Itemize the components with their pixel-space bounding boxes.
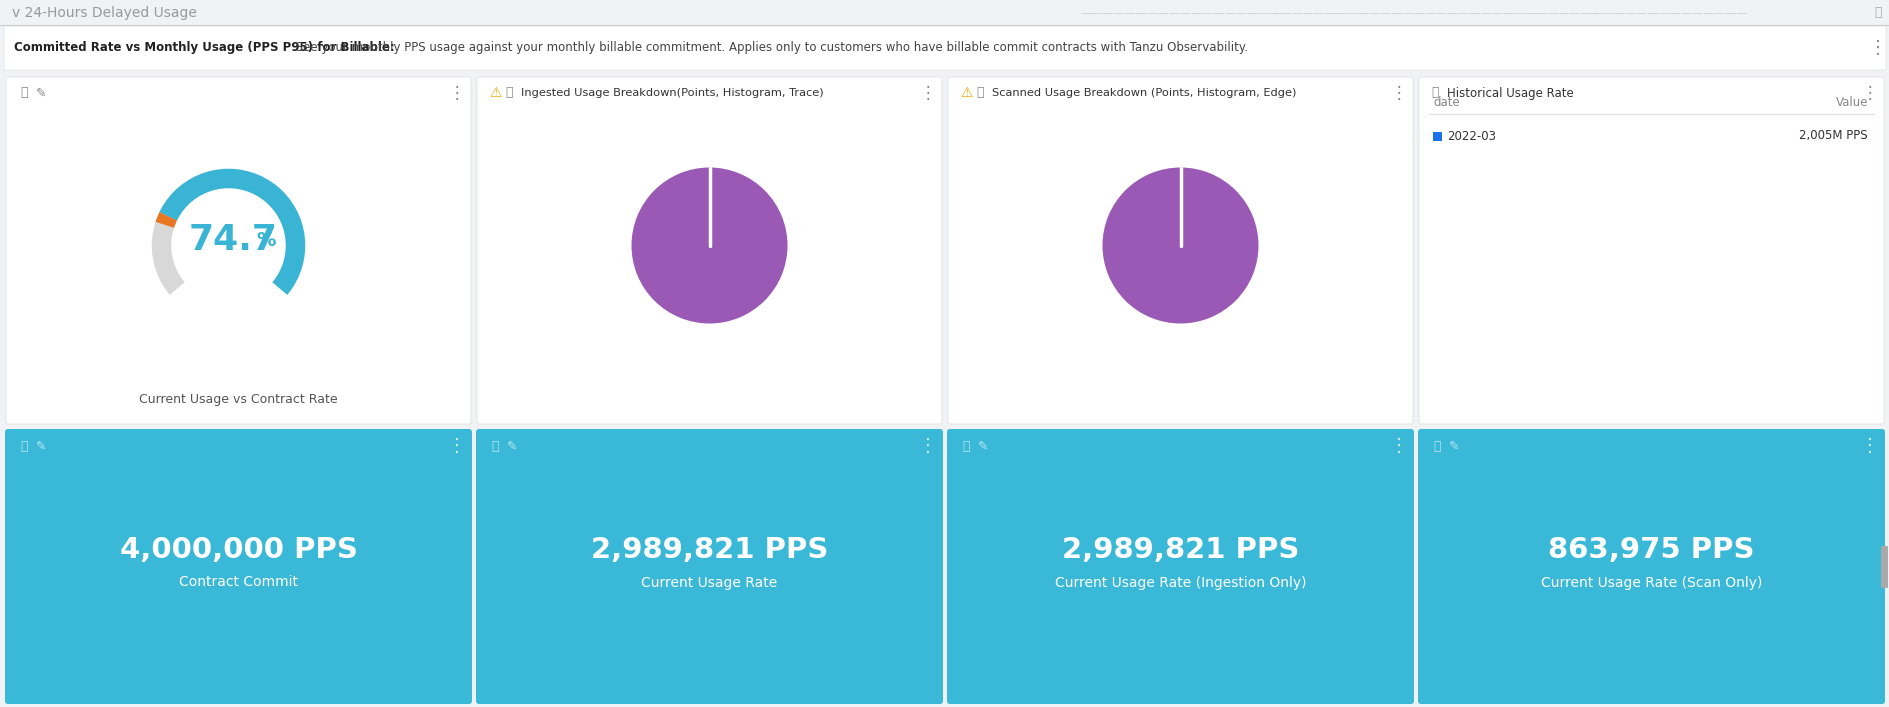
Text: ✎: ✎ [1449,440,1458,452]
Text: ✎: ✎ [36,440,47,452]
Text: ⋮: ⋮ [1868,39,1885,57]
Text: Value: Value [1834,96,1866,110]
Text: Current Usage Rate: Current Usage Rate [640,575,776,590]
Text: 863,975 PPS: 863,975 PPS [1547,537,1753,564]
Text: %: % [257,231,276,250]
Text: ⋮: ⋮ [1390,84,1407,102]
Text: ✎: ✎ [36,86,47,100]
Text: See your monthly PPS usage against your monthly billable commitment. Applies onl: See your monthly PPS usage against your … [291,42,1247,54]
Text: ⋮: ⋮ [1388,437,1407,455]
Text: ⚠: ⚠ [960,86,973,100]
Text: Scanned Usage Breakdown (Points, Histogram, Edge): Scanned Usage Breakdown (Points, Histogr… [992,88,1296,98]
Text: Current Usage Rate (Ingestion Only): Current Usage Rate (Ingestion Only) [1054,575,1305,590]
Circle shape [174,190,283,300]
Text: ⋮: ⋮ [1861,84,1878,102]
Text: 2022-03: 2022-03 [1447,129,1496,143]
Text: 2,989,821 PPS: 2,989,821 PPS [591,537,827,564]
Text: ⓘ: ⓘ [21,440,28,452]
Text: Committed Rate vs Monthly Usage (PPS P95) for Billable:: Committed Rate vs Monthly Usage (PPS P95… [13,42,395,54]
FancyBboxPatch shape [946,429,1413,704]
Wedge shape [151,168,306,296]
Wedge shape [159,168,306,296]
FancyBboxPatch shape [1432,132,1441,141]
Wedge shape [631,168,788,324]
Text: ⋮: ⋮ [920,84,935,102]
Text: ✎: ✎ [506,440,518,452]
Text: ⋮: ⋮ [918,437,937,455]
Text: Historical Usage Rate: Historical Usage Rate [1447,86,1574,100]
Text: ⋮: ⋮ [448,437,467,455]
Text: ⓘ: ⓘ [975,86,982,100]
FancyBboxPatch shape [4,26,1885,70]
Text: 🔗: 🔗 [1874,6,1881,20]
Text: ————————————————————————————————————————————————————————————: ————————————————————————————————————————… [1079,8,1747,18]
FancyBboxPatch shape [1419,77,1883,424]
Text: 4,000,000 PPS: 4,000,000 PPS [119,537,357,564]
Text: ✎: ✎ [977,440,988,452]
Text: 2,005M PPS: 2,005M PPS [1798,129,1866,143]
FancyBboxPatch shape [1417,429,1883,704]
Text: ⓘ: ⓘ [504,86,512,100]
FancyBboxPatch shape [476,77,941,424]
Text: ⓘ: ⓘ [21,86,28,100]
FancyBboxPatch shape [1880,546,1887,588]
Text: ⓘ: ⓘ [491,440,499,452]
FancyBboxPatch shape [6,429,472,704]
FancyBboxPatch shape [6,77,470,424]
Wedge shape [155,211,178,228]
Text: 74.7: 74.7 [189,223,278,257]
Text: ⋮: ⋮ [448,84,465,102]
Text: ⓘ: ⓘ [962,440,969,452]
Text: date: date [1432,96,1458,110]
Text: v 24-Hours Delayed Usage: v 24-Hours Delayed Usage [11,6,196,20]
Text: ⓘ: ⓘ [1432,440,1439,452]
Text: ⋮: ⋮ [1861,437,1878,455]
FancyBboxPatch shape [476,429,943,704]
Text: 2,989,821 PPS: 2,989,821 PPS [1062,537,1298,564]
Text: Ingested Usage Breakdown(Points, Histogram, Trace): Ingested Usage Breakdown(Points, Histogr… [521,88,824,98]
Text: Current Usage Rate (Scan Only): Current Usage Rate (Scan Only) [1540,575,1761,590]
Text: Current Usage vs Contract Rate: Current Usage vs Contract Rate [140,394,338,407]
Text: ⚠: ⚠ [489,86,501,100]
FancyBboxPatch shape [948,77,1413,424]
Text: ⓘ: ⓘ [1430,86,1438,100]
Text: Contract Commit: Contract Commit [179,575,298,590]
Wedge shape [1101,168,1258,324]
